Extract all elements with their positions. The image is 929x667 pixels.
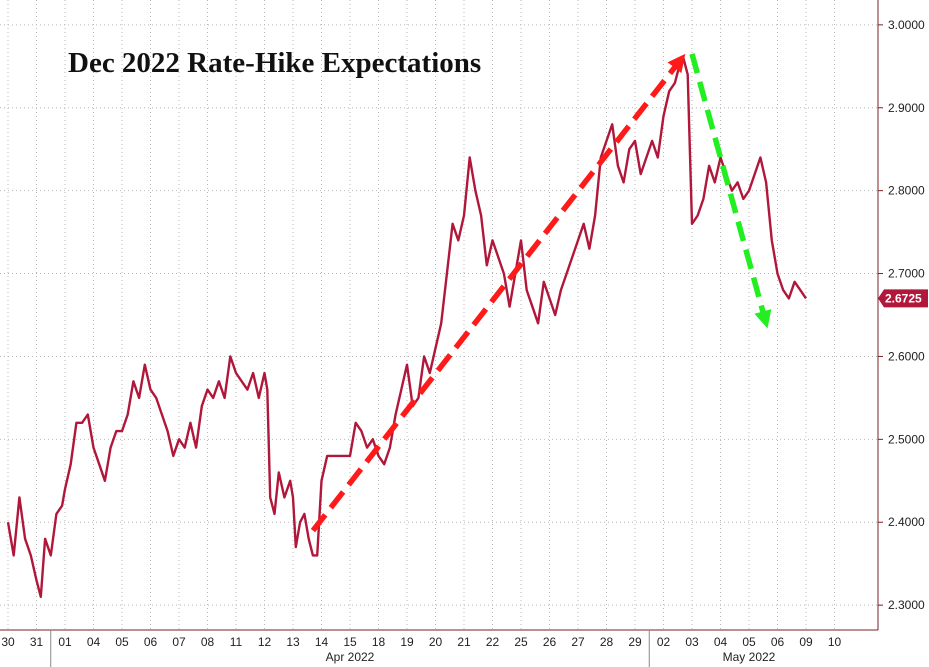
x-tick-label-3: 04 — [87, 635, 101, 649]
x-tick-label-16: 21 — [457, 635, 471, 649]
x-tick-label-28: 09 — [799, 635, 813, 649]
x-tick-label-15: 20 — [429, 635, 443, 649]
x-tick-label-9: 12 — [258, 635, 272, 649]
x-tick-label-20: 27 — [571, 635, 585, 649]
y-tick-label-5: 2.8000 — [888, 184, 925, 198]
grid — [0, 0, 878, 630]
x-tick-label-14: 19 — [400, 635, 414, 649]
y-tick-label-6: 2.9000 — [888, 101, 925, 115]
last-value-marker: 2.6725 — [878, 289, 928, 308]
x-tick-label-13: 18 — [372, 635, 386, 649]
x-tick-label-5: 06 — [144, 635, 158, 649]
x-tick-label-12: 15 — [343, 635, 357, 649]
x-tick-label-23: 02 — [657, 635, 671, 649]
x-tick-label-17: 22 — [486, 635, 500, 649]
x-tick-label-1: 31 — [30, 635, 44, 649]
x-tick-label-6: 07 — [172, 635, 186, 649]
y-tick-label-4: 2.7000 — [888, 267, 925, 281]
x-tick-label-7: 08 — [201, 635, 215, 649]
chart-title: Dec 2022 Rate-Hike Expectations — [68, 47, 481, 79]
x-tick-label-0: 30 — [1, 635, 15, 649]
x-tick-label-25: 04 — [714, 635, 728, 649]
series-layer — [6, 56, 807, 598]
last-value-tag — [878, 289, 928, 308]
month-label-0: Apr 2022 — [326, 650, 375, 664]
y-tick-label-3: 2.6000 — [888, 349, 925, 363]
x-tick-label-8: 11 — [230, 635, 243, 649]
series-line-0 — [6, 56, 807, 598]
trend-arrow-1 — [689, 53, 772, 329]
x-tick-label-4: 05 — [115, 635, 129, 649]
y-tick-label-1: 2.4000 — [888, 515, 925, 529]
x-tick-label-19: 26 — [543, 635, 557, 649]
y-tick-label-0: 2.3000 — [888, 598, 925, 612]
y-tick-label-2: 2.5000 — [888, 432, 925, 446]
x-tick-label-22: 29 — [628, 635, 642, 649]
trend-arrow-0 — [310, 53, 686, 533]
x-tick-label-21: 28 — [600, 635, 614, 649]
last-value-label: 2.6725 — [885, 291, 922, 305]
x-tick-label-2: 01 — [58, 635, 72, 649]
month-label-1: May 2022 — [723, 650, 776, 664]
annotations — [310, 53, 772, 533]
x-tick-label-11: 14 — [315, 635, 329, 649]
axes — [0, 0, 883, 667]
x-tick-label-26: 05 — [742, 635, 756, 649]
y-tick-label-7: 3.0000 — [888, 18, 925, 32]
x-tick-label-24: 03 — [685, 635, 699, 649]
y-tick-labels: 2.3000 2.4000 2.5000 2.6000 2.7000 2.8000 2.90… — [888, 18, 925, 612]
x-tick-label-10: 13 — [286, 635, 300, 649]
x-tick-label-18: 25 — [514, 635, 528, 649]
x-tick-label-29: 10 — [828, 635, 842, 649]
x-tick-label-27: 06 — [771, 635, 785, 649]
x-tick-labels: 30 31 01 04 05 06 07 08 11 12 13 14 15 18 19 20 21 22 25 26… — [1, 635, 841, 664]
